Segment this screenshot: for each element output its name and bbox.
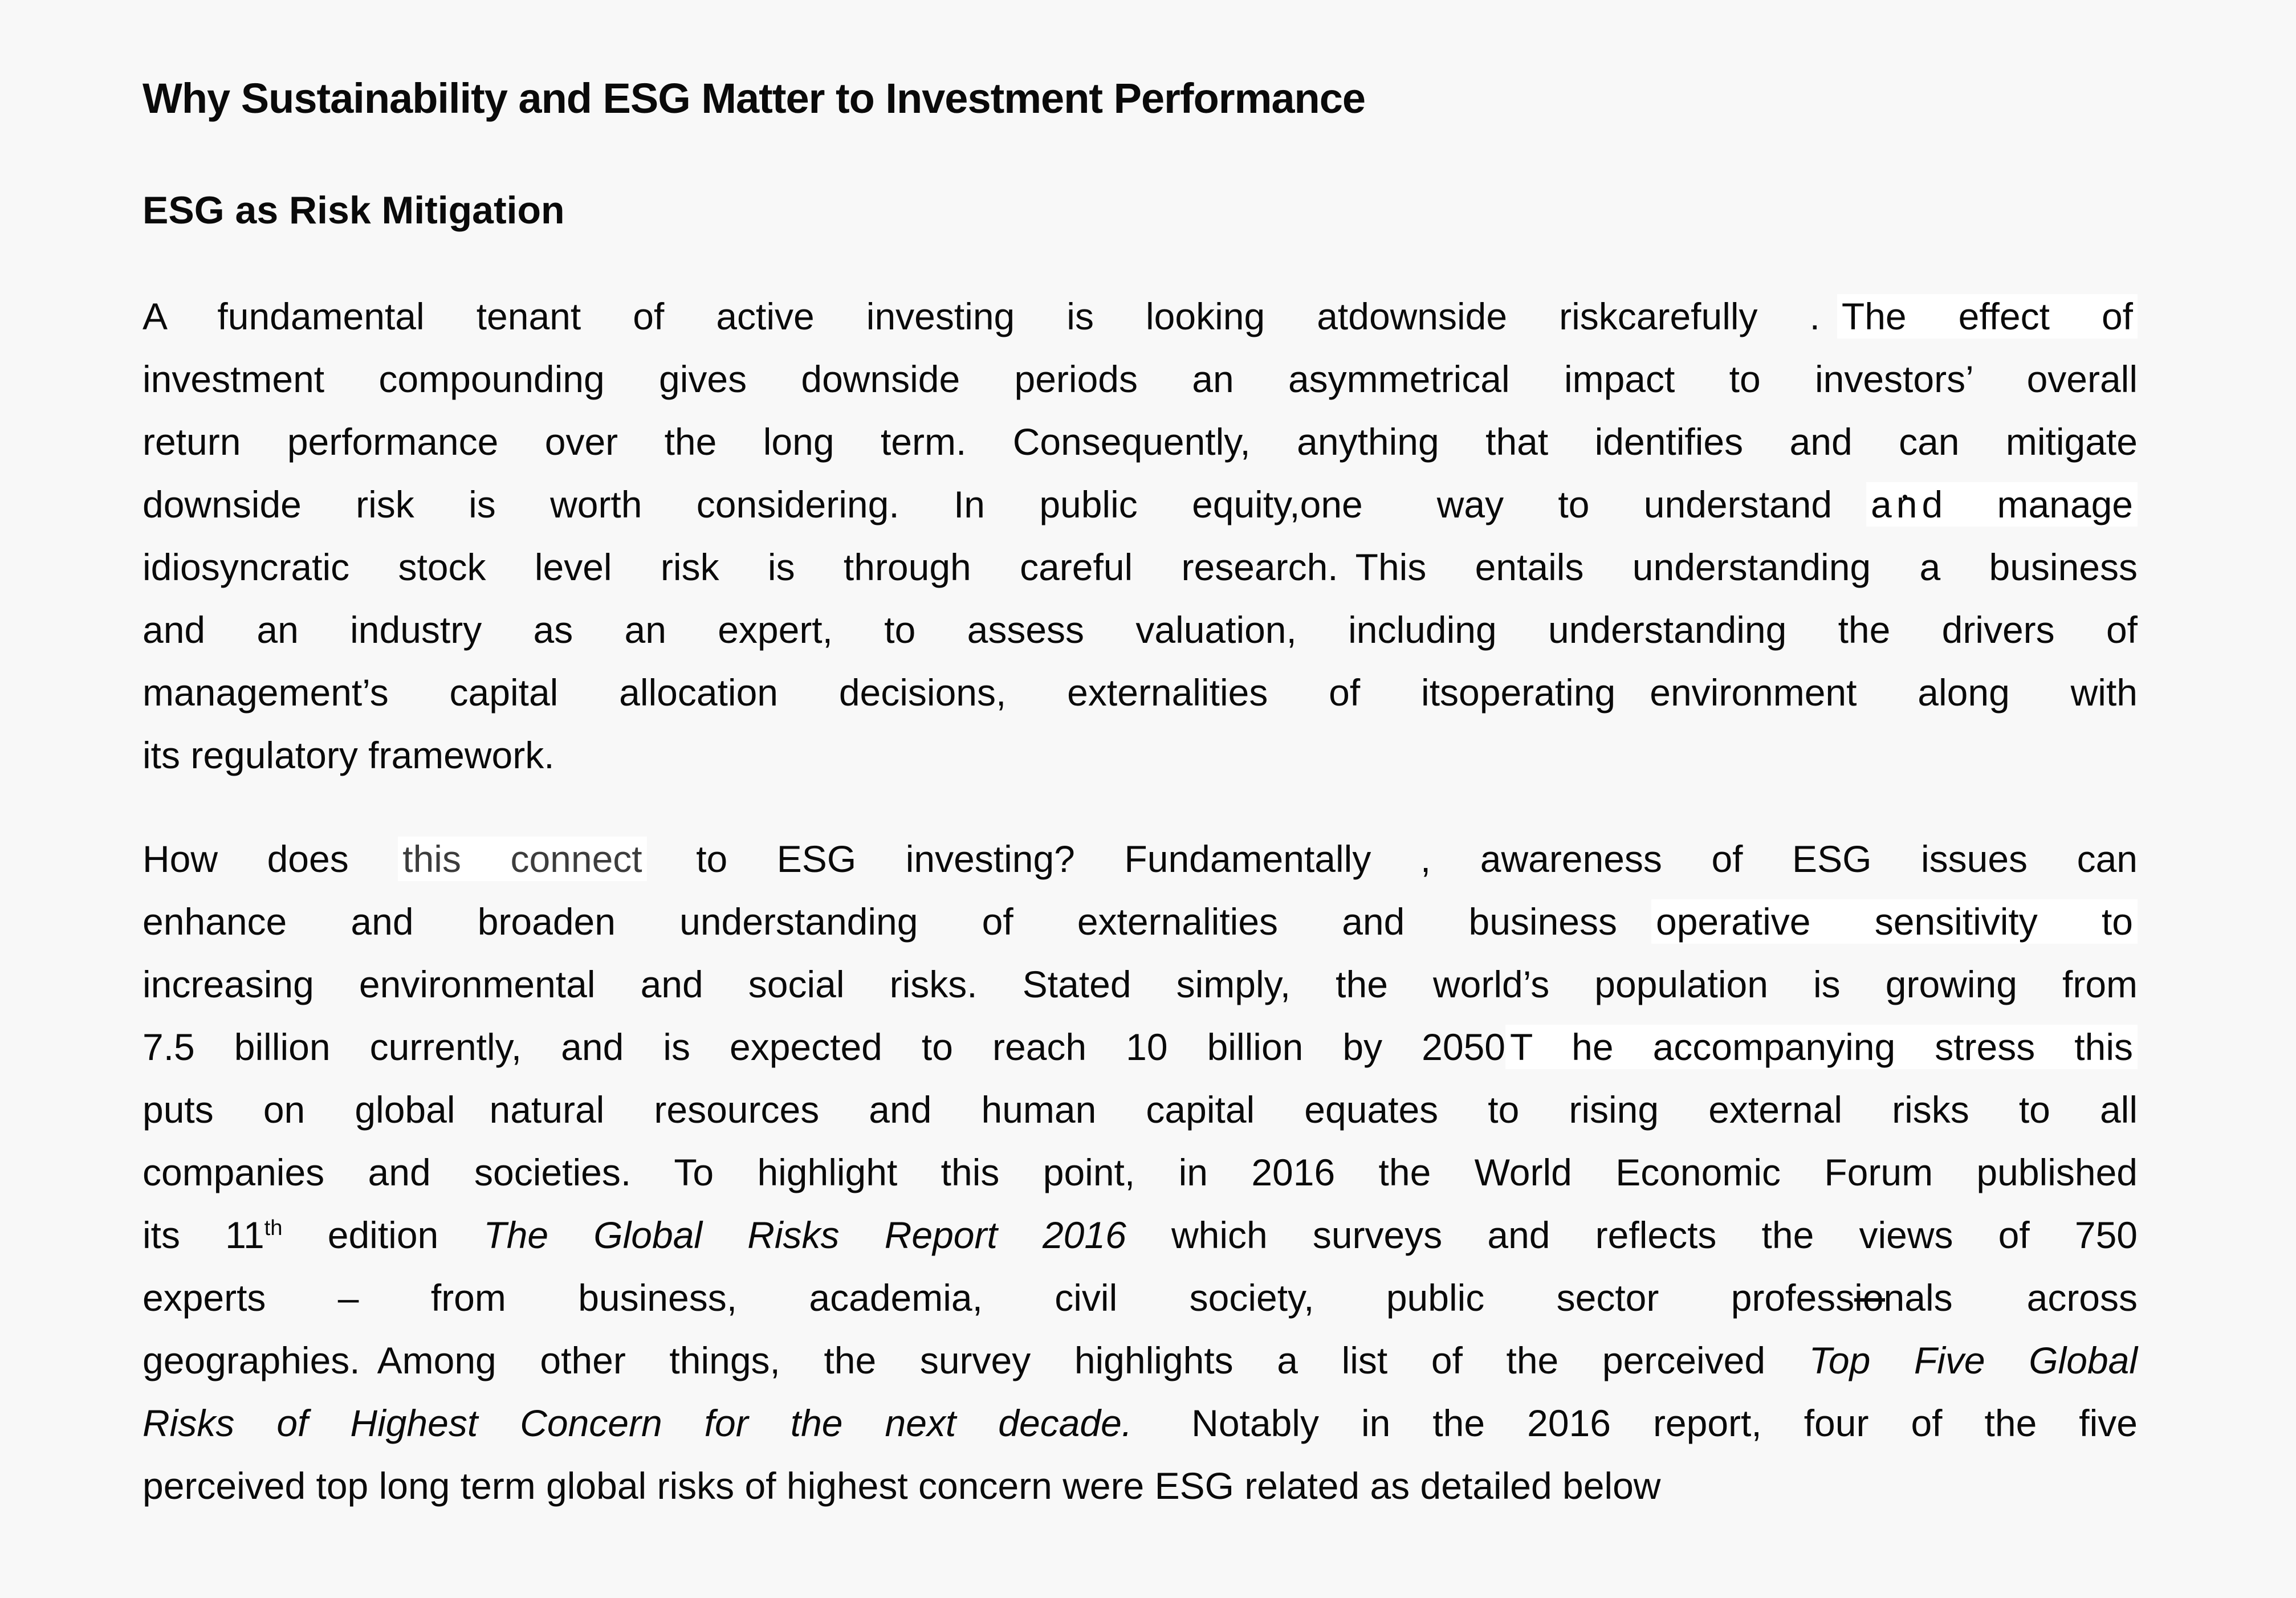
text-segment: and an industry as an expert, to assess … bbox=[143, 609, 2138, 651]
text-segment: experts – from business, academia, civil… bbox=[143, 1277, 1855, 1319]
spacing-gap bbox=[1953, 1310, 2027, 1311]
text-segment: nals bbox=[1883, 1277, 1953, 1319]
text-segment: T he accompanying stress this bbox=[1505, 1025, 2138, 1069]
text-line: its regulatory framework. bbox=[143, 724, 2138, 786]
text-line: downside risk is worth considering. In p… bbox=[143, 473, 2138, 536]
text-segment: How does bbox=[143, 838, 398, 880]
spacing-gap bbox=[1617, 933, 1651, 935]
spacing-gap bbox=[1820, 328, 1837, 329]
text-line: geographies. Among other things, the surv… bbox=[143, 1329, 2138, 1392]
text-line: return performance over the long term. C… bbox=[143, 410, 2138, 473]
text-line: increasing environmental and social risk… bbox=[143, 953, 2138, 1016]
text-segment: The effect of bbox=[1837, 294, 2138, 339]
text-segment: its 11 bbox=[143, 1214, 264, 1256]
text-line: puts on global natural resources and huma… bbox=[143, 1078, 2138, 1141]
text-segment: way to understand bbox=[1436, 483, 1833, 525]
text-segment: natural resources and human capital equa… bbox=[489, 1089, 2138, 1131]
document-body: Why Sustainability and ESG Matter to Inv… bbox=[143, 0, 2138, 1517]
text-segment: environment along with bbox=[1650, 671, 2138, 714]
text-segment: Top Five Global bbox=[1809, 1339, 2138, 1381]
text-segment: return performance over the long term. C… bbox=[143, 421, 2138, 463]
paragraph-esg-risk-mitigation: A fundamental tenant of active investing… bbox=[143, 285, 2138, 786]
text-segment: Risks of Highest Concern for the next de… bbox=[143, 1402, 1133, 1444]
section-heading: ESG as Risk Mitigation bbox=[143, 189, 565, 232]
text-segment: edition bbox=[282, 1214, 484, 1256]
text-segment: A fundamental tenant of active investing… bbox=[143, 295, 1820, 337]
text-line: How does this connect to ESG investing? … bbox=[143, 827, 2138, 890]
text-line: enhance and broaden understanding of ext… bbox=[143, 890, 2138, 953]
text-segment: io bbox=[1854, 1277, 1884, 1319]
spacing-gap bbox=[1338, 579, 1355, 580]
text-segment: increasing environmental and social risk… bbox=[143, 963, 2138, 1005]
text-line: experts – from business, academia, civil… bbox=[143, 1266, 2138, 1329]
text-line: investment compounding gives downside pe… bbox=[143, 348, 2138, 410]
text-segment: to ESG investing? Fundamentally , awaren… bbox=[646, 838, 2138, 880]
text-line: its 11th edition The Global Risks Report… bbox=[143, 1204, 2138, 1266]
text-line: perceived top long term global risks of … bbox=[143, 1454, 2138, 1517]
text-segment: which surveys and reflects the views of … bbox=[1126, 1214, 2138, 1256]
text-segment: idiosyncratic stock level risk is throug… bbox=[143, 546, 1338, 588]
paragraph-esg-investing-connection: How does this connect to ESG investing? … bbox=[143, 827, 2138, 1517]
text-segment: Among other things, the survey highlight… bbox=[377, 1339, 1809, 1381]
text-segment: management’s capital allocation decision… bbox=[143, 671, 1616, 714]
text-segment: puts on global bbox=[143, 1089, 455, 1131]
text-segment: This entails understanding a business bbox=[1355, 546, 2138, 588]
text-line: Risks of Highest Concern for the next de… bbox=[143, 1392, 2138, 1454]
text-segment: operative sensitivity to bbox=[1651, 899, 2138, 944]
text-segment: enhance and broaden understanding of ext… bbox=[143, 900, 1617, 943]
text-segment: 7.5 billion currently, and is expected t… bbox=[143, 1026, 1505, 1068]
text-segment: companies and societies. To highlight th… bbox=[143, 1151, 2138, 1193]
spacing-gap bbox=[1832, 516, 1866, 517]
text-segment: The Global Risks Report 2016 bbox=[483, 1214, 1126, 1256]
spacing-gap bbox=[1615, 704, 1650, 706]
spacing-gap bbox=[1132, 1435, 1149, 1436]
text-segment: th bbox=[264, 1216, 283, 1240]
text-segment: perceived top long term global risks of … bbox=[143, 1465, 1661, 1507]
text-segment: investment compounding gives downside pe… bbox=[143, 358, 2138, 400]
spacing-gap bbox=[360, 1372, 377, 1373]
text-segment: geographies. bbox=[143, 1339, 360, 1381]
text-segment: Notably in the 2016 report, four of the … bbox=[1149, 1402, 2138, 1444]
text-segment: across bbox=[2026, 1277, 2138, 1319]
text-segment: its regulatory framework. bbox=[143, 734, 555, 776]
text-segment: a bbox=[1866, 482, 1896, 527]
text-segment: n bbox=[1896, 482, 1918, 527]
spacing-gap bbox=[1363, 516, 1437, 517]
text-segment: downside risk is worth considering. In p… bbox=[143, 483, 1363, 525]
text-line: 7.5 billion currently, and is expected t… bbox=[143, 1016, 2138, 1078]
text-segment: this connect bbox=[398, 837, 647, 881]
document-title: Why Sustainability and ESG Matter to Inv… bbox=[143, 75, 1366, 122]
text-segment: d manage bbox=[1917, 482, 2138, 527]
text-line: and an industry as an expert, to assess … bbox=[143, 598, 2138, 661]
text-line: companies and societies. To highlight th… bbox=[143, 1141, 2138, 1204]
text-line: A fundamental tenant of active investing… bbox=[143, 285, 2138, 348]
spacing-gap bbox=[455, 1122, 490, 1123]
text-line: idiosyncratic stock level risk is throug… bbox=[143, 536, 2138, 598]
text-line: management’s capital allocation decision… bbox=[143, 661, 2138, 724]
